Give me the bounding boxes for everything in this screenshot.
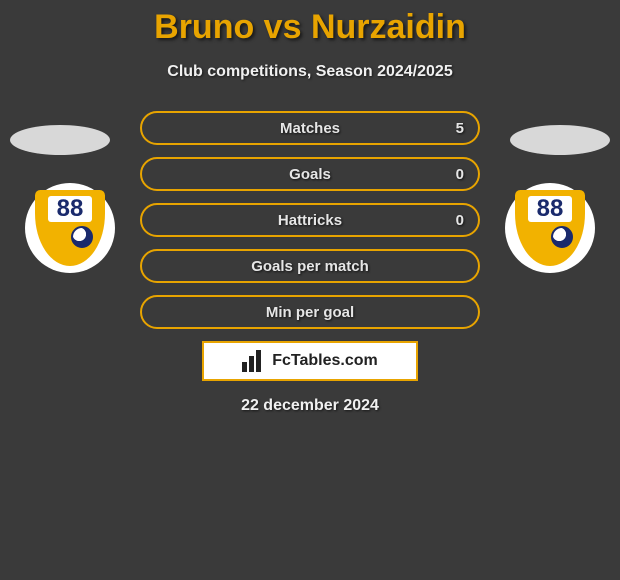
ball-icon bbox=[71, 226, 93, 248]
date-label: 22 december 2024 bbox=[0, 397, 620, 415]
player-right-ellipse bbox=[510, 125, 610, 155]
stat-row-matches: Matches 5 bbox=[140, 111, 480, 145]
badge-number: 88 bbox=[48, 196, 92, 222]
club-badge-right: 88 bbox=[505, 183, 595, 273]
stat-right-value: 0 bbox=[456, 212, 464, 229]
stat-label: Hattricks bbox=[278, 212, 342, 229]
player-left-ellipse bbox=[10, 125, 110, 155]
stat-row-goals: Goals 0 bbox=[140, 157, 480, 191]
stat-row-hattricks: Hattricks 0 bbox=[140, 203, 480, 237]
stat-label: Matches bbox=[280, 120, 340, 137]
bar-chart-icon bbox=[242, 350, 266, 372]
shield-icon: 88 bbox=[35, 190, 105, 266]
stat-label: Min per goal bbox=[266, 304, 354, 321]
page-title: Bruno vs Nurzaidin bbox=[0, 0, 620, 47]
stats-list: Matches 5 Goals 0 Hattricks 0 Goals per … bbox=[140, 111, 480, 329]
club-badge-left: 88 bbox=[25, 183, 115, 273]
logo-text: FcTables.com bbox=[272, 352, 378, 370]
subtitle: Club competitions, Season 2024/2025 bbox=[0, 63, 620, 81]
stat-label: Goals per match bbox=[251, 258, 369, 275]
badge-number: 88 bbox=[528, 196, 572, 222]
stat-label: Goals bbox=[289, 166, 331, 183]
footer-logo[interactable]: FcTables.com bbox=[202, 341, 418, 381]
ball-icon bbox=[551, 226, 573, 248]
stat-right-value: 0 bbox=[456, 166, 464, 183]
shield-icon: 88 bbox=[515, 190, 585, 266]
stat-right-value: 5 bbox=[456, 120, 464, 137]
stat-row-goals-per-match: Goals per match bbox=[140, 249, 480, 283]
comparison-content: 88 88 Matches 5 Goals 0 Hattricks 0 Goal… bbox=[0, 111, 620, 415]
stat-row-min-per-goal: Min per goal bbox=[140, 295, 480, 329]
